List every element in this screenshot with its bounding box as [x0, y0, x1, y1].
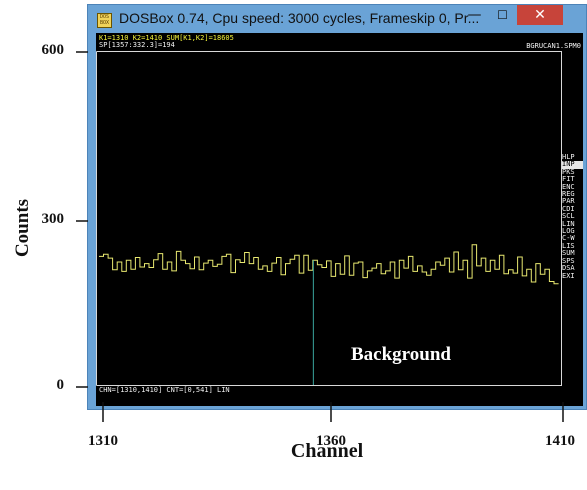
file-name-text: BGRUCAN1.SPM — [526, 42, 577, 50]
window-titlebar[interactable]: DOS BOX DOSBox 0.74, Cpu speed: 3000 cyc… — [88, 5, 586, 33]
x-tick-label-1410: 1410 — [545, 433, 575, 449]
menu-item[interactable]: SCL — [562, 212, 583, 221]
spectrum-plot — [96, 51, 562, 386]
menu-item[interactable]: REG — [562, 190, 583, 199]
y-tick-label-0: 0 — [56, 377, 65, 393]
dosbox-window: DOS BOX DOSBox 0.74, Cpu speed: 3000 cyc… — [87, 4, 587, 410]
menu-item[interactable]: HLP — [562, 153, 583, 162]
menu-item[interactable]: CDI — [562, 205, 583, 214]
close-button[interactable]: ✕ — [517, 5, 563, 25]
x-axis-label: Channel — [290, 440, 364, 462]
spectrum-trace — [99, 244, 559, 285]
menu-item[interactable]: LIS — [562, 242, 583, 251]
x-tick-label-1310: 1310 — [88, 433, 118, 449]
status-line-1: K1=1310 K2=1410 SUM[K1,K2]=18605 — [99, 34, 234, 42]
y-axis-label-wrap: Counts — [6, 128, 40, 328]
file-name: BGRUCAN1.SPM0 — [526, 42, 581, 50]
menu-item[interactable]: C-W — [562, 235, 583, 243]
minimize-button[interactable]: — — [467, 7, 482, 23]
menu-item[interactable]: EXI — [562, 272, 583, 280]
y-tick-label-300: 300 — [41, 211, 65, 227]
bottom-status-line: CHN=[1310,1410] CNT=[0,541] LIN — [99, 386, 230, 394]
file-name-tag: 0 — [576, 42, 581, 50]
window-title: DOSBox 0.74, Cpu speed: 3000 cycles, Fra… — [119, 10, 480, 26]
menu-item[interactable]: ENC — [562, 183, 583, 192]
menu-item[interactable]: INP — [562, 160, 583, 169]
y-axis-label: Counts — [12, 198, 33, 258]
dos-screen[interactable]: K1=1310 K2=1410 SUM[K1,K2]=18605 SP[1357… — [96, 33, 583, 406]
background-annotation: Background — [351, 344, 451, 365]
menu-item[interactable]: FIT — [562, 175, 583, 184]
maximize-button[interactable]: ☐ — [497, 8, 508, 22]
menu-item[interactable]: DSA — [562, 264, 583, 273]
dosbox-icon: DOS BOX — [97, 13, 112, 28]
menu-item[interactable]: LOG — [562, 227, 583, 236]
y-tick-label-600: 600 — [41, 42, 65, 58]
status-line-2: SP[1357:332.3]=194 — [99, 41, 175, 49]
command-menu: HLP INP PKS FIT ENC REG PAR CDI SCL LIN … — [562, 153, 583, 280]
menu-item[interactable]: PAR — [562, 198, 583, 206]
menu-item[interactable]: PKS — [562, 168, 583, 177]
menu-item[interactable]: SUM — [562, 249, 583, 258]
x-tick-label-1360: 1360 — [316, 433, 346, 449]
menu-item[interactable]: SPS — [562, 257, 583, 266]
menu-item[interactable]: LIN — [562, 220, 583, 229]
